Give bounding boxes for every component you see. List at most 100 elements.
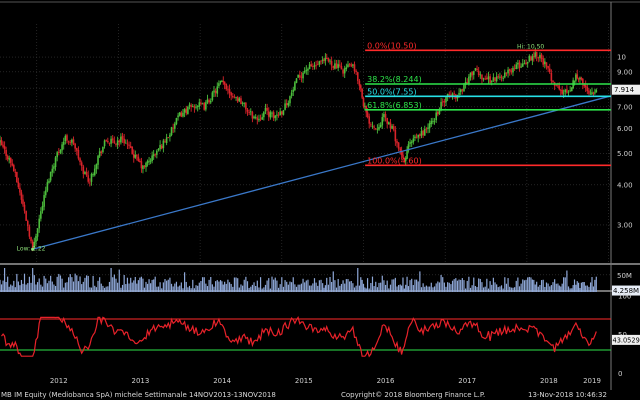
volume-bar: [87, 275, 89, 292]
price-tick-label: 4.00: [617, 181, 633, 189]
candle-body: [461, 89, 464, 91]
volume-bar: [188, 285, 191, 292]
volume-bar: [539, 285, 541, 292]
volume-bar: [100, 283, 102, 292]
volume-bar: [525, 279, 527, 292]
candle-body: [282, 110, 285, 115]
candle-body: [477, 70, 480, 76]
candle-body: [31, 241, 34, 249]
trendline: [32, 95, 611, 250]
volume-bar: [50, 275, 52, 292]
volume-bar: [443, 282, 445, 292]
candle-body: [515, 64, 518, 69]
low-annotation: Low: 2.22: [17, 245, 46, 252]
candle-body: [441, 101, 444, 103]
volume-bar: [227, 279, 229, 292]
candle-body: [2, 144, 4, 147]
candle-body: [238, 98, 241, 101]
volume-bar: [17, 281, 19, 292]
volume-tick-label: 50M: [617, 272, 632, 280]
candle-body: [67, 141, 70, 143]
volume-bar: [123, 274, 125, 292]
volume-bar: [393, 279, 395, 292]
volume-bar: [82, 281, 84, 292]
candle-body: [446, 93, 449, 97]
candle-body: [559, 89, 562, 91]
volume-bar: [509, 286, 511, 292]
candle-body: [193, 106, 196, 108]
volume-bar: [323, 287, 325, 292]
volume-bar: [16, 273, 18, 292]
volume-bar: [391, 279, 393, 292]
volume-bar: [355, 285, 357, 292]
volume-bar: [344, 283, 346, 292]
candle-body: [256, 117, 259, 120]
candle-body: [334, 63, 336, 69]
x-tick-label: 2018: [540, 377, 558, 385]
candle-body: [190, 105, 192, 107]
candle-body: [30, 237, 32, 242]
volume-bar: [13, 280, 15, 292]
volume-last-value: 4.258M: [613, 287, 639, 295]
volume-bar: [560, 286, 562, 292]
candle-body: [359, 85, 362, 89]
candle-body: [396, 141, 398, 144]
volume-bar: [365, 288, 367, 292]
volume-bar: [295, 286, 298, 292]
candle-body: [235, 97, 237, 98]
volume-bar: [121, 284, 124, 292]
volume-bar: [332, 271, 334, 292]
candle-body: [500, 76, 503, 78]
volume-bar: [218, 281, 220, 292]
candle-body: [430, 120, 433, 125]
candle-body: [95, 164, 98, 169]
volume-bar: [491, 284, 493, 292]
volume-bar: [463, 280, 465, 292]
candle-body: [183, 109, 186, 113]
volume-bar: [544, 286, 546, 292]
volume-bar: [30, 282, 32, 292]
volume-bar: [473, 277, 475, 292]
candle-body: [537, 57, 540, 59]
x-tick-label: 2013: [132, 377, 150, 385]
volume-bar: [576, 281, 578, 292]
candle-body: [182, 112, 184, 117]
volume-bar: [77, 281, 80, 292]
volume-bar: [384, 284, 387, 292]
candle-body: [71, 139, 73, 143]
candle-body: [448, 94, 451, 96]
volume-bar: [43, 275, 45, 292]
volume-bar: [350, 281, 352, 292]
volume-bar: [164, 279, 166, 292]
fib-level-label: 38.2%(8.244): [367, 75, 422, 84]
candle-body: [310, 64, 313, 67]
volume-bar: [364, 287, 366, 292]
volume-bar: [210, 276, 212, 292]
volume-bar: [500, 285, 503, 292]
last-price-value: 7.914: [614, 86, 635, 94]
candle-body: [566, 89, 568, 93]
price-tick-label: 10: [617, 54, 626, 62]
candle-body: [420, 131, 423, 136]
candle-body: [445, 96, 447, 103]
candle-body: [561, 90, 563, 94]
candle-body: [371, 125, 374, 127]
volume-bar: [142, 278, 144, 292]
candle-body: [368, 116, 371, 124]
volume-bar: [592, 286, 595, 292]
candle-body: [544, 61, 546, 65]
volume-bar: [499, 286, 501, 292]
volume-bar: [545, 282, 548, 292]
candle-body: [277, 114, 280, 116]
candle-body: [108, 142, 111, 144]
candle-body: [41, 206, 44, 211]
candle-body: [170, 127, 173, 136]
volume-bar: [10, 284, 12, 292]
volume-bar: [187, 287, 189, 292]
candle-body: [321, 59, 324, 61]
candle-body: [61, 144, 63, 151]
volume-bar: [205, 283, 207, 292]
candle-body: [437, 111, 439, 115]
price-tick-label: 7.00: [617, 103, 633, 111]
volume-bar: [572, 285, 574, 292]
